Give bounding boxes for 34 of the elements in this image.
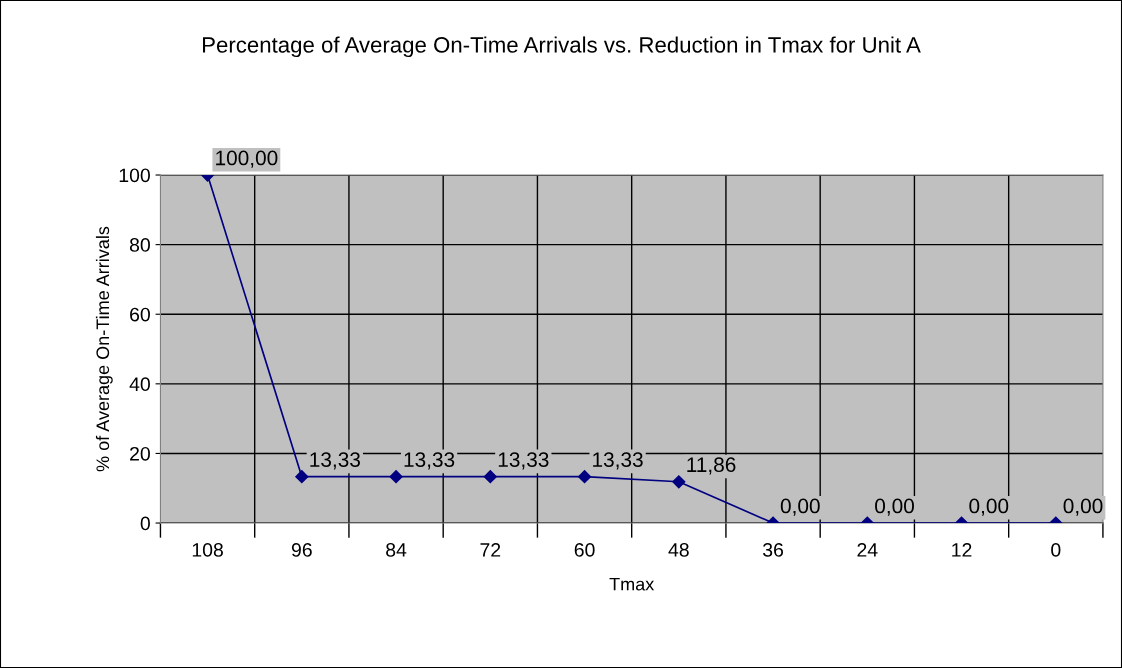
- x-tick-label: 72: [480, 543, 501, 557]
- y-axis-title: % of Average On-Time Arrivals: [95, 226, 113, 472]
- x-axis-title: Tmax: [609, 577, 655, 591]
- data-label: 13,33: [404, 452, 455, 470]
- y-tick-label: 100: [119, 168, 150, 183]
- data-label: 13,33: [310, 452, 360, 470]
- x-tick-label: 108: [192, 543, 223, 557]
- data-label: 13,33: [593, 452, 643, 470]
- point: [295, 470, 309, 484]
- data-label: 11,86: [687, 457, 736, 475]
- y-tick-label: 80: [129, 238, 150, 252]
- y-tick-label: 60: [130, 307, 150, 322]
- y-tick-label: 0: [140, 516, 150, 531]
- x-tick-label: 36: [762, 543, 784, 557]
- x-tick-label: 12: [952, 543, 972, 557]
- x-tick-label: 84: [386, 543, 407, 557]
- data-label: 0,00: [780, 498, 820, 516]
- x-tick-label: 0: [1051, 543, 1061, 557]
- chart-title: Percentage of Average On-Time Arrivals vs. Reduction in Tmax for Unit A: [203, 36, 921, 58]
- point: [389, 470, 403, 484]
- data-label: 13,33: [498, 452, 549, 470]
- x-tick-label: 48: [668, 543, 689, 557]
- data-label: 0,00: [969, 498, 1009, 516]
- data-label: 0,00: [1063, 498, 1103, 516]
- point: [577, 470, 592, 484]
- point: [672, 475, 686, 489]
- y-tick-label: 40: [129, 377, 150, 392]
- y-tick-label: 20: [130, 446, 150, 461]
- x-tick-label: 60: [574, 543, 595, 557]
- x-tick-label: 24: [857, 543, 878, 557]
- point: [483, 470, 497, 484]
- data-label: 0,00: [875, 498, 914, 516]
- x-tick-label: 96: [291, 543, 312, 557]
- data-label: 100,00: [216, 150, 278, 168]
